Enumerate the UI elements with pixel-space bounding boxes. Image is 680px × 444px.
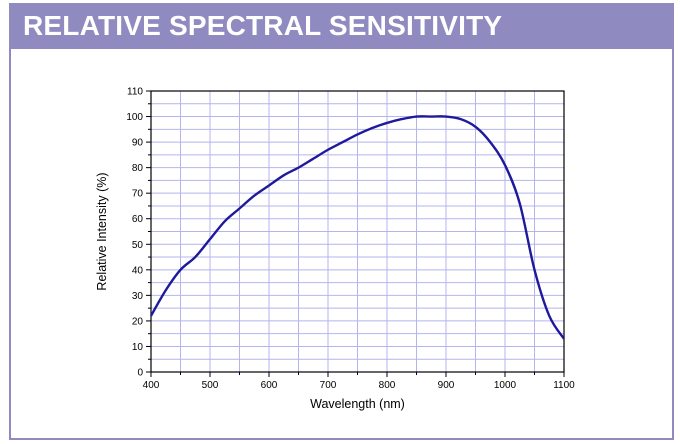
y-axis-label: Relative Intensity (%) [95, 172, 109, 290]
x-tick-label: 400 [143, 380, 160, 391]
y-tick-label: 110 [127, 87, 143, 98]
x-tick-label: 800 [379, 380, 396, 391]
spectral-sensitivity-chart: 400 500 600 700 800 900 1000 1100 0 10 20 30 40 50 60 7… [95, 87, 575, 412]
y-tick-label: 100 [126, 112, 143, 123]
axes [146, 90, 565, 377]
panel-header: RELATIVE SPECTRAL SENSITIVITY [11, 5, 672, 49]
x-tick-label: 900 [438, 380, 455, 391]
x-tick-label: 500 [202, 380, 219, 391]
x-tick-label: 1100 [553, 380, 575, 391]
y-tick-label: 30 [132, 291, 144, 302]
grid-lines [151, 91, 564, 372]
y-tick-label: 60 [132, 214, 144, 225]
y-tick-label: 50 [132, 240, 144, 251]
y-tick-label: 40 [132, 265, 144, 276]
x-tick-label: 600 [261, 380, 278, 391]
x-axis-label: Wavelength (nm) [310, 397, 405, 411]
y-tick-label: 0 [137, 368, 143, 379]
y-tick-label: 10 [132, 342, 144, 353]
y-tick-label: 90 [132, 138, 144, 149]
panel-title: RELATIVE SPECTRAL SENSITIVITY [23, 10, 503, 41]
x-tick-label: 700 [320, 380, 337, 391]
x-tick-label: 1000 [494, 380, 517, 391]
tick-labels: 400 500 600 700 800 900 1000 1100 0 10 20 30 40 50 60 7… [126, 87, 575, 392]
y-tick-label: 80 [132, 163, 144, 174]
chart-panel: RELATIVE SPECTRAL SENSITIVITY 400 500 600 7… [9, 3, 674, 440]
y-tick-label: 20 [132, 316, 144, 327]
y-tick-label: 70 [132, 189, 144, 200]
series-line [149, 115, 566, 340]
plot-frame [150, 90, 565, 373]
